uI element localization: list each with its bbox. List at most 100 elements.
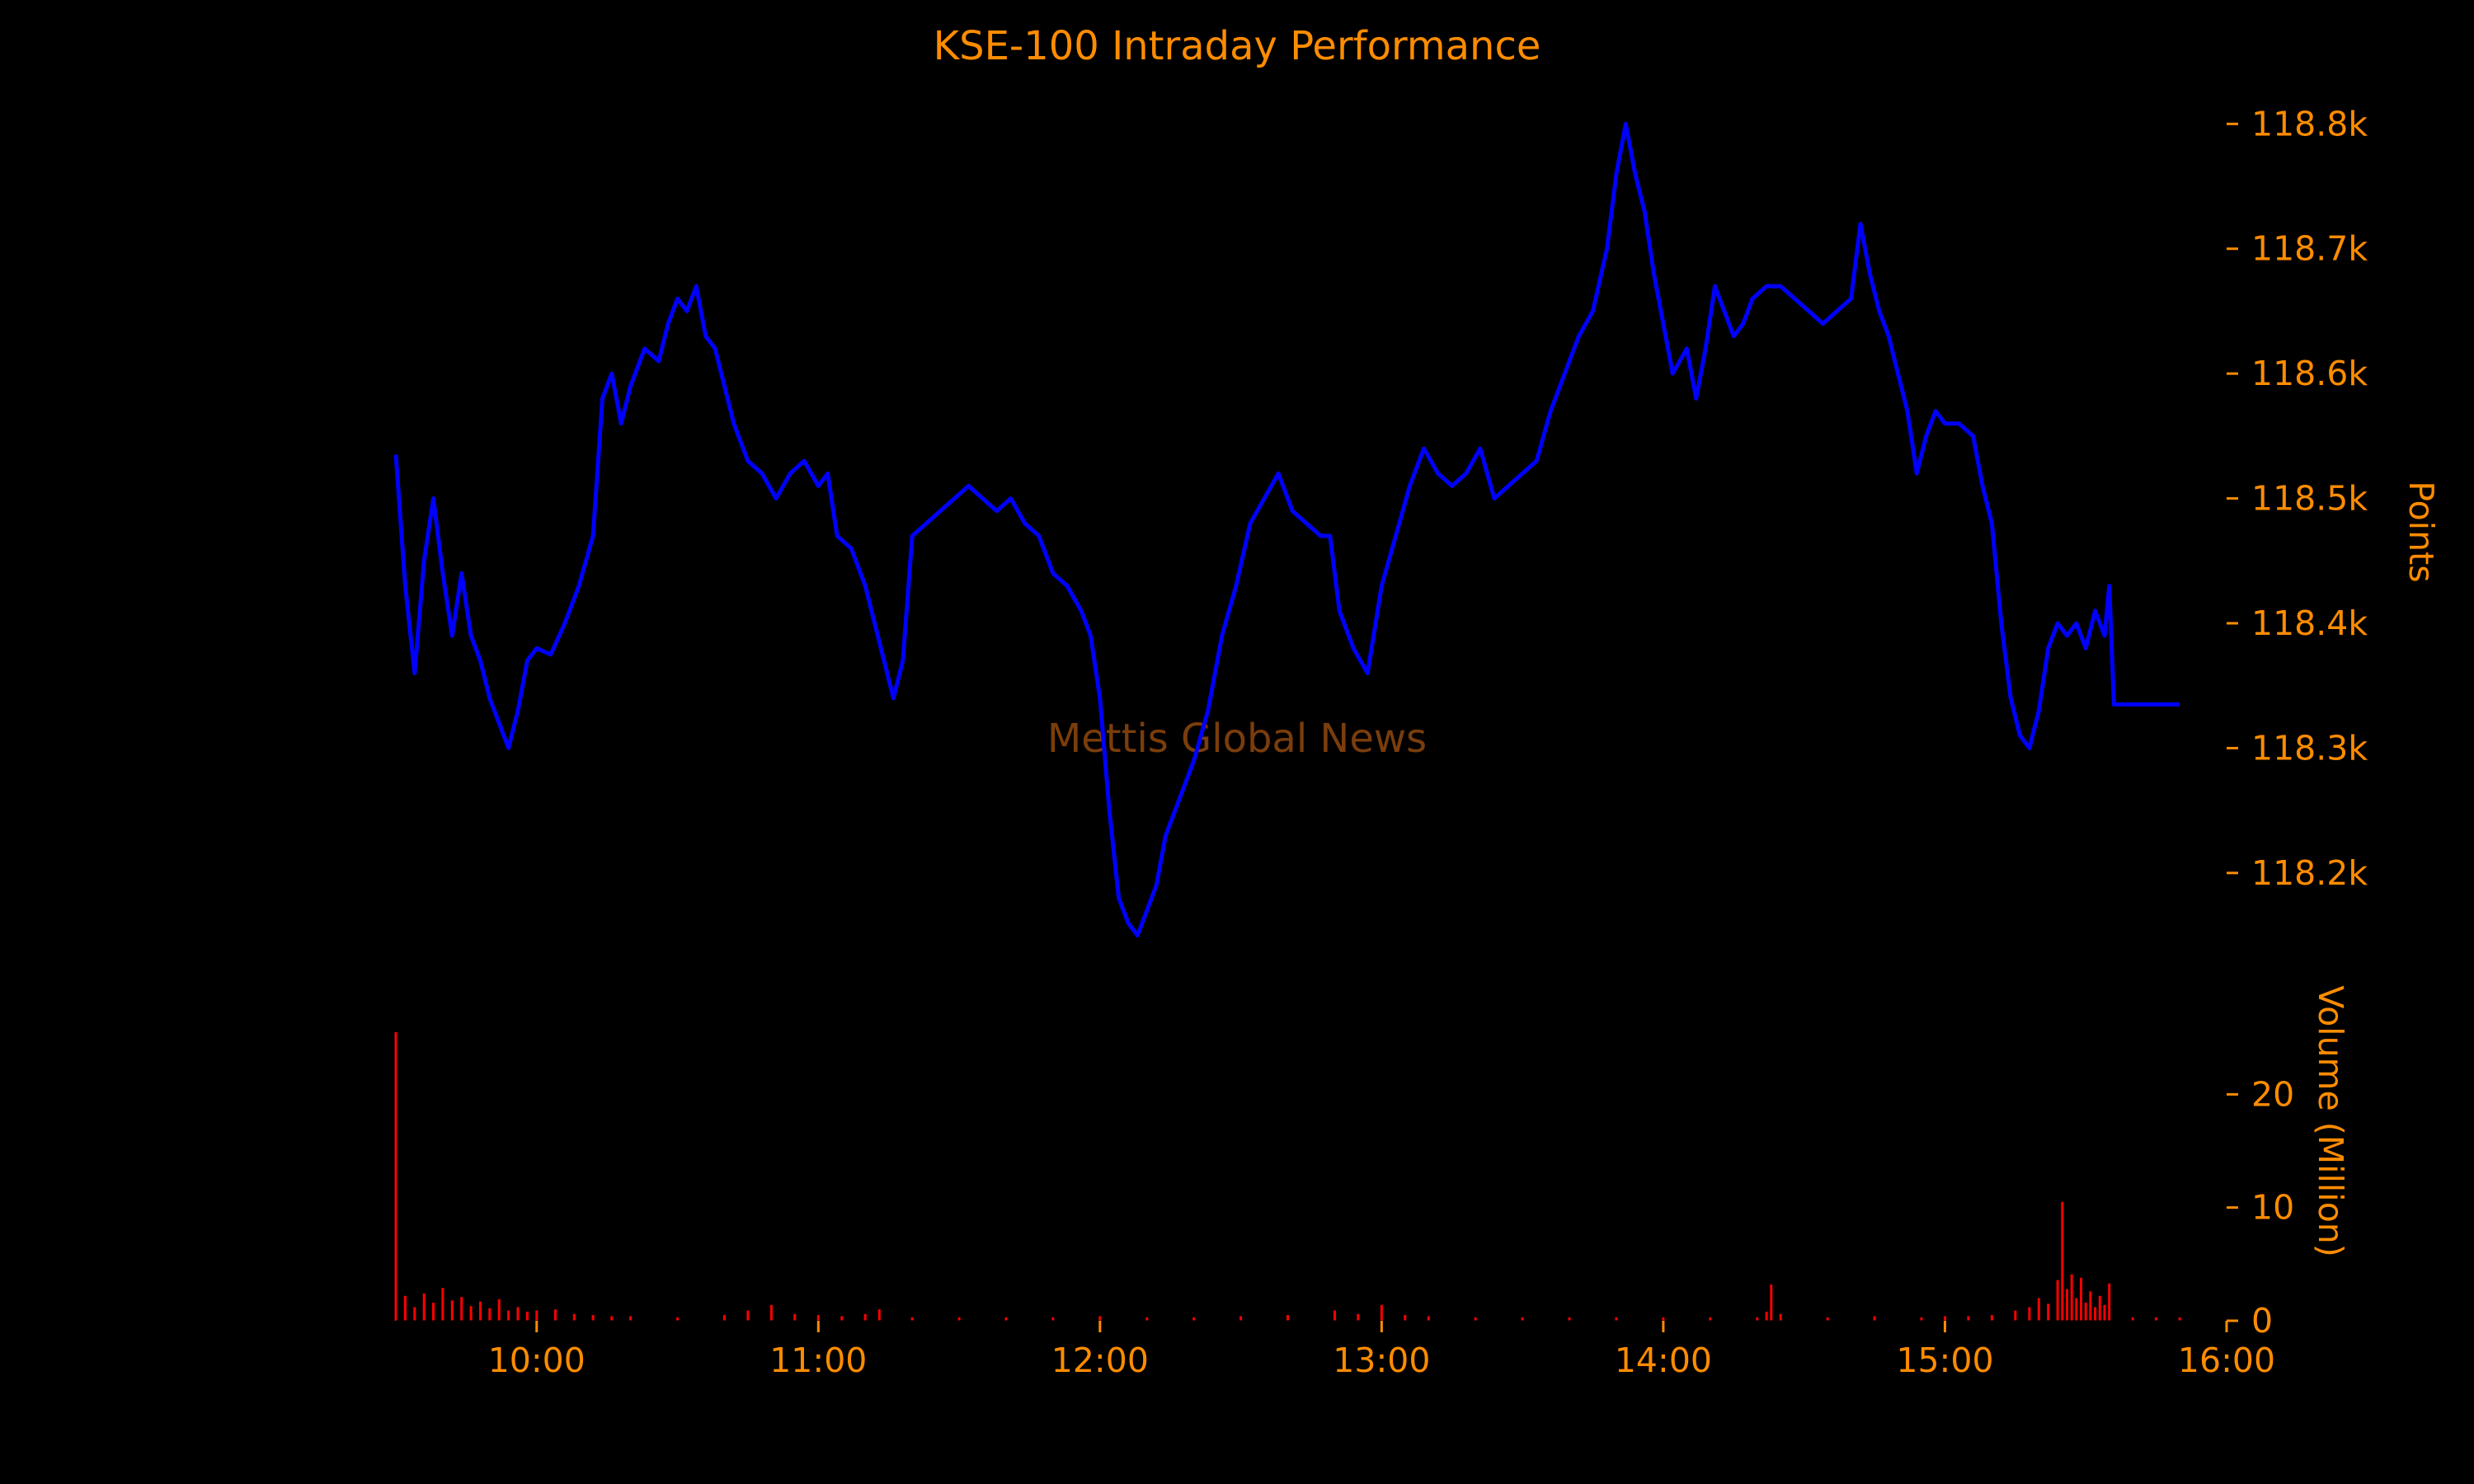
x-tick-label: 13:00 <box>1333 1341 1430 1380</box>
volume-bar <box>441 1288 444 1321</box>
volume-bar <box>746 1310 750 1321</box>
volume-bar <box>2108 1283 2111 1321</box>
volume-bar <box>2075 1298 2078 1321</box>
volume-bar <box>479 1301 482 1321</box>
volume-bar <box>769 1304 773 1321</box>
volume-bar <box>816 1315 820 1321</box>
volume-ytick-label: 0 <box>2251 1301 2273 1341</box>
volume-bar <box>1920 1317 1923 1321</box>
volume-bar <box>2061 1201 2064 1321</box>
x-tick-label: 16:00 <box>2178 1341 2275 1380</box>
price-ytick-label: 118.2k <box>2251 853 2368 893</box>
price-ytick-label: 118.8k <box>2251 104 2368 143</box>
volume-bar <box>840 1316 844 1321</box>
volume-bar <box>2178 1317 2181 1321</box>
price-ytick-label: 118.6k <box>2251 354 2368 393</box>
volume-bar <box>1474 1317 1477 1321</box>
volume-bar <box>394 1031 397 1321</box>
volume-bar <box>2080 1277 2082 1321</box>
volume-bar <box>1380 1304 1383 1321</box>
volume-bar <box>2066 1289 2068 1321</box>
volume-bar <box>488 1308 492 1321</box>
volume-bar <box>572 1313 576 1321</box>
volume-bar <box>2056 1280 2059 1321</box>
volume-bar <box>554 1309 557 1321</box>
volume-bar <box>2070 1274 2073 1321</box>
volume-bar <box>1662 1317 1665 1321</box>
volume-bar <box>1779 1313 1782 1321</box>
volume-bar <box>1286 1315 1289 1321</box>
volume-bar <box>1404 1315 1407 1321</box>
volume-bar <box>1192 1317 1196 1321</box>
volume-bar <box>2094 1307 2097 1321</box>
volume-ytick-label: 20 <box>2251 1074 2294 1114</box>
volume-bar <box>1239 1316 1243 1321</box>
volume-bar <box>1770 1284 1773 1321</box>
volume-bar <box>2084 1303 2087 1321</box>
volume-bar <box>610 1316 614 1321</box>
volume-bar <box>1826 1317 1829 1321</box>
volume-ytick-label: 10 <box>2251 1188 2294 1228</box>
volume-bar <box>957 1317 961 1321</box>
volume-bar <box>1357 1313 1360 1321</box>
volume-bar <box>525 1312 529 1321</box>
volume-bar <box>2014 1310 2017 1321</box>
x-tick-label: 14:00 <box>1615 1341 1712 1380</box>
chart-title: KSE-100 Intraday Performance <box>934 23 1541 69</box>
volume-bar <box>1873 1316 1876 1321</box>
volume-bar <box>793 1313 797 1321</box>
price-line <box>393 121 2180 938</box>
volume-bar <box>460 1297 463 1321</box>
volume-bar <box>450 1300 454 1321</box>
volume-bar <box>403 1295 407 1321</box>
volume-bar <box>1145 1317 1149 1321</box>
volume-bar <box>2028 1307 2031 1321</box>
volume-bar <box>2131 1317 2134 1321</box>
volume-bar <box>591 1315 595 1321</box>
watermark-text: Mettis Global News <box>1047 716 1427 762</box>
volume-bar <box>2103 1304 2106 1321</box>
volume-bar <box>516 1307 520 1321</box>
volume-bar <box>2155 1317 2158 1321</box>
x-tick-label: 11:00 <box>769 1341 867 1380</box>
volume-bar <box>497 1298 501 1321</box>
x-axis: 10:00 11:00 12:00 13:00 14:00 15:00 16:00 <box>396 1320 2275 1380</box>
volume-bar <box>2047 1303 2050 1321</box>
volume-bar <box>1098 1316 1102 1321</box>
volume-bar <box>1521 1317 1524 1321</box>
volume-bar <box>1756 1317 1759 1321</box>
volume-bar <box>413 1307 416 1321</box>
price-axis-label: Points <box>2401 481 2441 582</box>
volume-bar <box>1004 1317 1008 1321</box>
price-ytick-label: 118.5k <box>2251 479 2368 519</box>
volume-bar <box>2037 1298 2040 1321</box>
volume-bar <box>877 1309 881 1321</box>
volume-bar <box>507 1310 510 1321</box>
volume-bar <box>1944 1316 1946 1321</box>
volume-bar <box>1427 1316 1430 1321</box>
volume-bar <box>422 1294 426 1321</box>
volume-bar <box>2098 1295 2101 1321</box>
x-tick-label: 15:00 <box>1896 1341 1993 1380</box>
volume-bar <box>1333 1310 1336 1321</box>
volume-bar <box>676 1317 679 1321</box>
volume-bar <box>535 1310 539 1321</box>
volume-bar <box>1051 1317 1055 1321</box>
volume-bar <box>629 1316 633 1321</box>
price-ytick-label: 118.4k <box>2251 603 2368 643</box>
price-ytick-label: 118.7k <box>2251 229 2368 269</box>
volume-bar <box>1967 1316 1970 1321</box>
volume-bar <box>863 1313 867 1321</box>
price-panel: 118.2k 118.3k 118.4k 118.5k 118.6k 118.7k 118.… <box>393 104 2368 938</box>
volume-bar <box>1765 1312 1768 1321</box>
volume-bar <box>1615 1317 1618 1321</box>
volume-axis-label: Volume (Million) <box>2311 985 2350 1257</box>
volume-bar <box>1568 1317 1571 1321</box>
volume-bar <box>910 1317 914 1321</box>
volume-panel: 0 10 20 <box>394 1031 2294 1341</box>
price-ytick-label: 118.3k <box>2251 728 2368 768</box>
x-tick-label: 12:00 <box>1051 1341 1149 1380</box>
volume-bar <box>1709 1317 1712 1321</box>
